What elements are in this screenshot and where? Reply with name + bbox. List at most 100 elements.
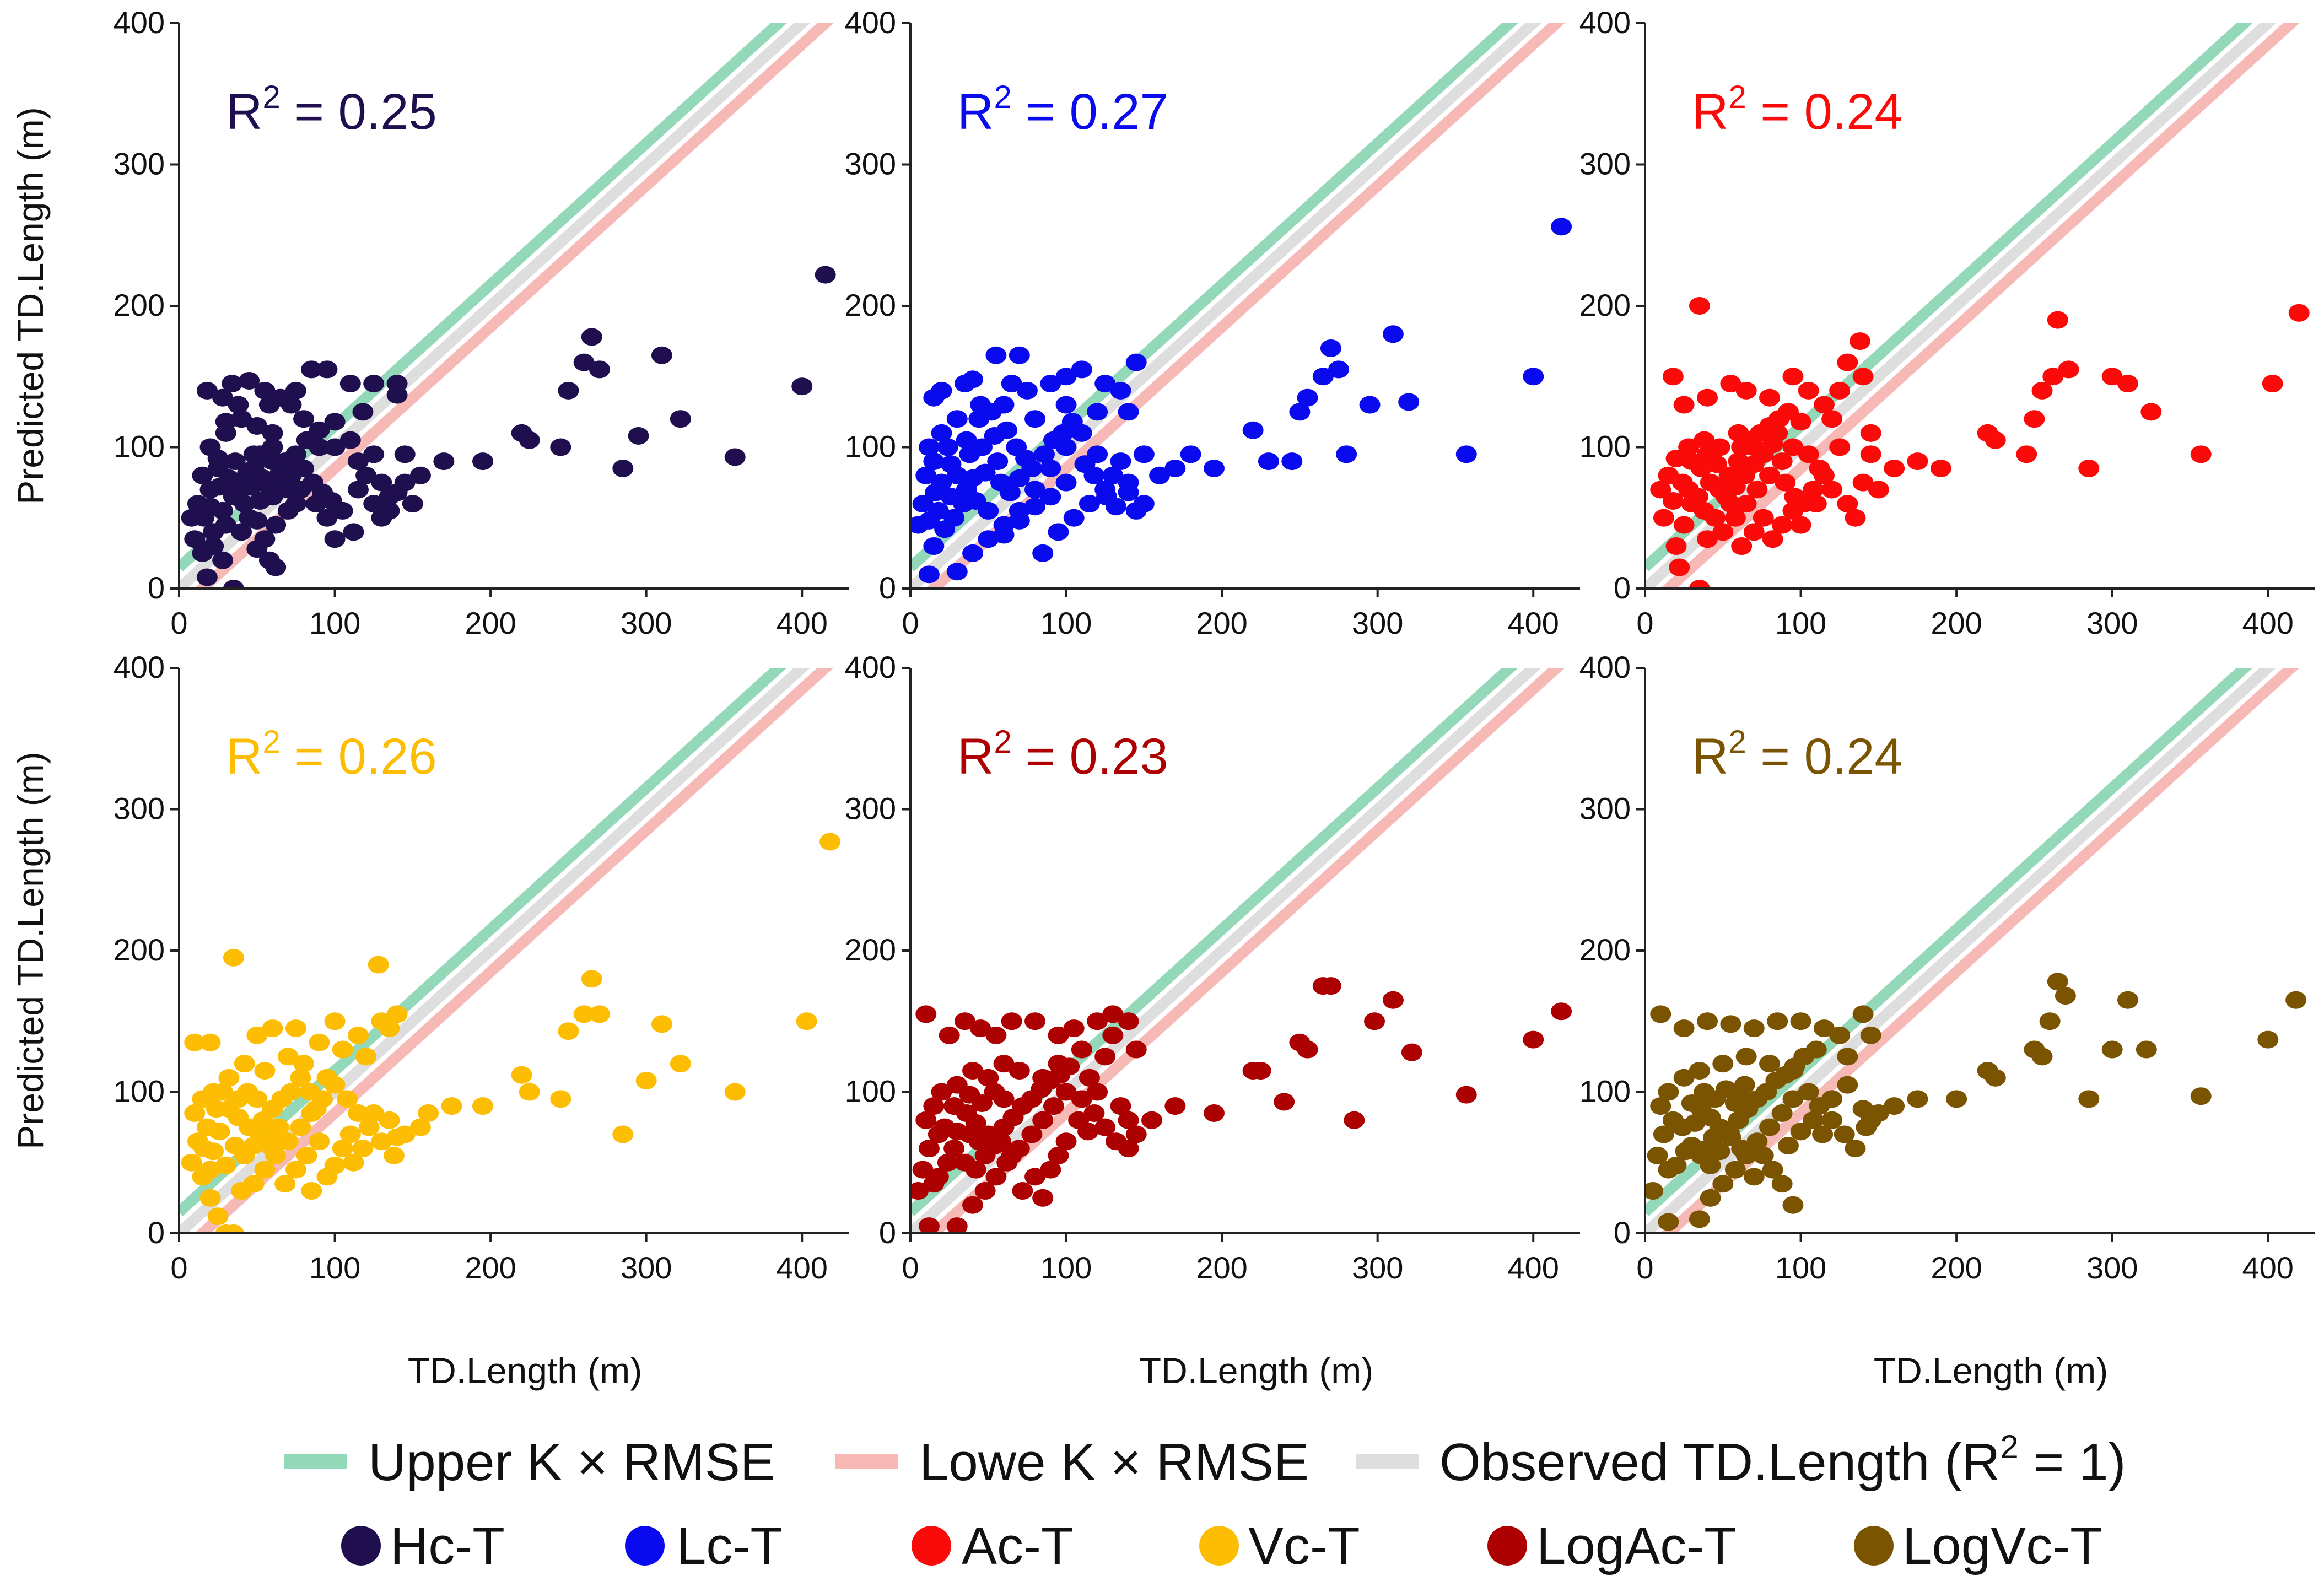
data-point-vc-t bbox=[819, 833, 841, 851]
data-point-ac-t bbox=[1771, 452, 1793, 471]
data-point-logac-t bbox=[1021, 1125, 1043, 1143]
data-point-vc-t bbox=[386, 1005, 408, 1023]
data-point-hc-t bbox=[550, 438, 571, 456]
data-point-ac-t bbox=[1720, 375, 1741, 393]
data-point-vc-t bbox=[581, 970, 602, 988]
data-point-ac-t bbox=[2262, 375, 2283, 393]
data-point-logac-t bbox=[1118, 1140, 1139, 1158]
data-point-ac-t bbox=[2190, 445, 2212, 463]
data-point-ac-t bbox=[2288, 304, 2310, 322]
data-point-hc-t bbox=[293, 459, 315, 477]
r-squared-value: = 0.23 bbox=[1012, 728, 1168, 785]
data-point-logvc-t bbox=[2190, 1087, 2212, 1105]
data-point-hc-t bbox=[324, 413, 346, 431]
x-tick-label: 0 bbox=[1636, 1250, 1653, 1285]
lower-rmse-line bbox=[1660, 23, 2300, 589]
r-squared-annotation: R2 = 0.25 bbox=[226, 79, 437, 140]
data-point-vc-t bbox=[193, 1140, 215, 1158]
data-point-vc-t bbox=[184, 1033, 206, 1051]
data-point-vc-t bbox=[223, 1224, 244, 1233]
plot-area bbox=[179, 23, 836, 589]
data-point-vc-t bbox=[519, 1083, 540, 1101]
data-point-ac-t bbox=[2031, 381, 2053, 400]
data-point-logvc-t bbox=[1907, 1090, 1928, 1108]
data-point-logac-t bbox=[1455, 1086, 1477, 1104]
data-point-vc-t bbox=[324, 1076, 346, 1094]
data-point-logvc-t bbox=[1681, 1094, 1702, 1113]
data-point-vc-t bbox=[363, 1104, 385, 1122]
data-point-logac-t bbox=[985, 1026, 1007, 1044]
data-point-logvc-t bbox=[1845, 1140, 1866, 1158]
observed-1to1-line bbox=[910, 23, 1542, 589]
data-point-logac-t bbox=[946, 1217, 968, 1233]
legend-series-ac-t: Ac-T bbox=[912, 1517, 1074, 1575]
data-point-lc-t bbox=[1055, 473, 1077, 492]
data-point-lc-t bbox=[1359, 396, 1381, 414]
data-point-ac-t bbox=[1860, 445, 1881, 463]
data-point-logvc-t bbox=[1697, 1012, 1718, 1030]
data-point-vc-t bbox=[192, 1090, 213, 1108]
y-tick-label: 100 bbox=[114, 1074, 165, 1109]
data-point-lc-t bbox=[931, 381, 952, 400]
data-point-lc-t bbox=[1289, 403, 1311, 421]
data-point-hc-t bbox=[193, 509, 215, 527]
data-point-lc-t bbox=[1094, 375, 1116, 393]
data-point-hc-t bbox=[386, 386, 408, 404]
data-point-lc-t bbox=[1024, 481, 1046, 499]
data-point-ac-t bbox=[1762, 435, 1783, 454]
data-point-lc-t bbox=[985, 346, 1007, 364]
data-point-ac-t bbox=[1731, 537, 1753, 555]
data-point-vc-t bbox=[352, 1140, 374, 1158]
data-point-hc-t bbox=[371, 509, 392, 527]
data-point-ac-t bbox=[1852, 368, 1874, 386]
data-point-vc-t bbox=[383, 1146, 405, 1164]
data-point-ac-t bbox=[1759, 466, 1781, 484]
data-point-vc-t bbox=[358, 1118, 380, 1136]
legend-label-logac-t: LogAc-T bbox=[1536, 1517, 1737, 1575]
data-point-lc-t bbox=[923, 537, 945, 555]
data-point-logvc-t bbox=[1771, 1104, 1793, 1122]
data-point-hc-t bbox=[196, 381, 218, 400]
data-point-logac-t bbox=[985, 1168, 1007, 1186]
data-point-ac-t bbox=[1782, 368, 1804, 386]
plot-area bbox=[1645, 668, 2307, 1233]
panel-logac-t: 0 100 200 300 400 0 100 200 300 400 TD.Length (m) R… bbox=[845, 650, 1580, 1391]
data-point-hc-t bbox=[209, 478, 230, 496]
data-point-ac-t bbox=[2016, 445, 2037, 463]
y-axis-label: Predicted TD.Length (m) bbox=[10, 752, 51, 1149]
data-point-logvc-t bbox=[1712, 1055, 1734, 1073]
x-tick-label: 400 bbox=[2242, 606, 2294, 640]
x-tick-label: 100 bbox=[1775, 1250, 1826, 1285]
data-point-logvc-t bbox=[2055, 987, 2076, 1005]
data-point-vc-t bbox=[285, 1019, 306, 1038]
data-point-logvc-t bbox=[1793, 1048, 1815, 1066]
data-point-logac-t bbox=[970, 1019, 991, 1038]
data-point-lc-t bbox=[1258, 452, 1279, 471]
data-point-logvc-t bbox=[2047, 973, 2068, 991]
data-point-ac-t bbox=[1724, 509, 1746, 527]
data-point-ac-t bbox=[1697, 445, 1718, 463]
data-point-vc-t bbox=[296, 1146, 317, 1164]
data-point-hc-t bbox=[347, 452, 369, 471]
data-point-ac-t bbox=[1829, 438, 1851, 456]
data-point-logvc-t bbox=[1860, 1111, 1881, 1129]
data-point-hc-t bbox=[324, 530, 346, 548]
x-tick-label: 400 bbox=[777, 1250, 828, 1285]
data-point-logac-t bbox=[1320, 977, 1341, 995]
data-point-lc-t bbox=[1055, 396, 1077, 414]
data-point-lc-t bbox=[918, 438, 940, 456]
data-point-logvc-t bbox=[1645, 1182, 1664, 1200]
y-tick-label: 200 bbox=[1579, 932, 1631, 967]
data-point-ac-t bbox=[1759, 388, 1781, 407]
data-point-hc-t bbox=[243, 445, 265, 463]
data-point-logac-t bbox=[1059, 1057, 1080, 1076]
data-point-hc-t bbox=[252, 469, 274, 487]
data-point-logvc-t bbox=[1650, 1097, 1671, 1115]
data-point-ac-t bbox=[1662, 492, 1684, 510]
y-tick-label: 200 bbox=[1579, 288, 1631, 322]
legend-marker-vc-t bbox=[1199, 1526, 1239, 1566]
legend-line-upper-label: Upper K × RMSE bbox=[368, 1433, 775, 1492]
data-point-logac-t bbox=[962, 1196, 984, 1214]
data-point-ac-t bbox=[2047, 311, 2068, 329]
